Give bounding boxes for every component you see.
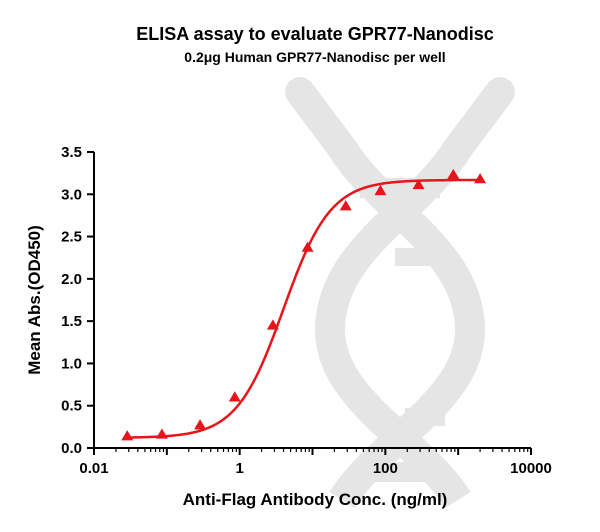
data-point-triangle	[228, 391, 241, 402]
x-tick-label: 100	[373, 460, 398, 477]
y-tick-label: 2.5	[61, 229, 82, 246]
watermark-dna-logo	[285, 77, 515, 509]
data-point-triangle	[447, 168, 460, 180]
y-axis-label: Mean Abs.(OD450)	[25, 225, 44, 375]
x-tick-label: 0.01	[79, 460, 108, 477]
axes: 0.0 0.5 1.0 1.5 2.0 2.5 3.0 3.5 0.01 1 100 10000	[61, 144, 552, 477]
x-tick-label: 1	[235, 460, 243, 477]
data-point-triangle	[412, 178, 425, 190]
y-tick-label: 3.5	[61, 144, 82, 161]
data-point-triangle	[301, 241, 314, 252]
y-tick-label: 0.5	[61, 398, 82, 415]
y-tick-label: 1.5	[61, 313, 82, 330]
data-point-triangle	[374, 184, 387, 196]
x-tick-label: 10000	[510, 460, 552, 477]
data-point-triangle	[155, 428, 168, 439]
data-point-triangle	[194, 419, 207, 430]
x-axis-label: Anti-Flag Antibody Conc. (ng/ml)	[183, 490, 448, 509]
data-point-triangle	[339, 200, 352, 211]
y-tick-label: 0.0	[61, 440, 82, 457]
y-tick-label: 3.0	[61, 186, 82, 203]
fit-curve	[127, 178, 481, 439]
y-tick-label: 2.0	[61, 271, 82, 288]
chart-subtitle: 0.2μg Human GPR77-Nanodisc per well	[184, 49, 445, 65]
chart-title: ELISA assay to evaluate GPR77-Nanodisc	[136, 24, 493, 44]
y-tick-label: 1.0	[61, 355, 82, 372]
data-point-triangle	[266, 319, 279, 330]
data-point-triangle	[474, 173, 487, 184]
data-point-triangle	[121, 430, 134, 441]
plot-area	[121, 168, 487, 441]
